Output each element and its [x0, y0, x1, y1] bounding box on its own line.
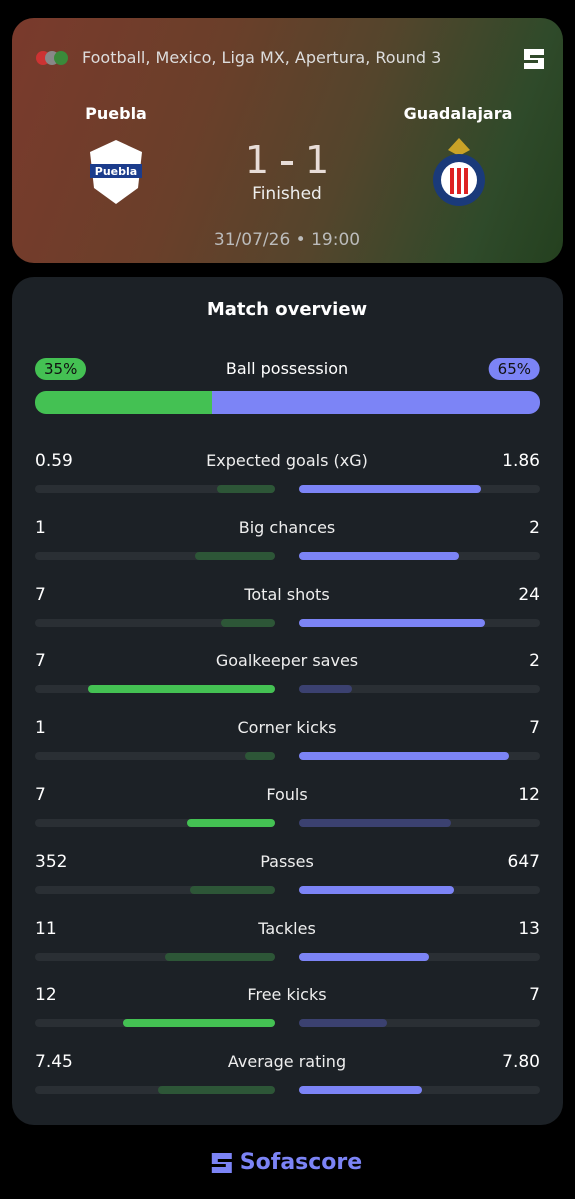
match-datetime: 31/07/26 • 19:00 [213, 230, 361, 250]
stat-label: Expected goals (xG) [206, 451, 368, 470]
match-status: Finished [252, 184, 322, 204]
home-bar [165, 952, 275, 961]
away-bar [299, 1019, 388, 1028]
away-value: 24 [518, 584, 540, 605]
away-logo [433, 138, 485, 206]
away-bar [299, 885, 455, 894]
competition: Football, Mexico, Liga MX, Apertura, Rou… [82, 48, 442, 67]
possession-label: Ball possession [225, 359, 349, 378]
stat-label: Tackles [258, 918, 316, 938]
possession-bar-away [211, 391, 540, 414]
overview-title: Match overview [206, 299, 368, 320]
away-bar-track [299, 685, 540, 694]
possession-bar-home [35, 391, 212, 414]
home-bar-track [35, 819, 275, 827]
home-value: 1 [35, 718, 46, 739]
home-bar [157, 1086, 275, 1095]
away-value: 1.86 [502, 451, 540, 471]
away-value: 2 [529, 651, 540, 672]
svg-text:Puebla: Puebla [95, 165, 137, 178]
stat-label: Fouls [266, 785, 308, 804]
home-value: 1 [35, 517, 46, 538]
brand-name: Sofascore [239, 1150, 363, 1175]
home-possession: 35% [35, 358, 87, 380]
away-value: 13 [518, 918, 540, 939]
away-bar [299, 952, 429, 961]
brand-icon [211, 1152, 232, 1173]
league-logo [36, 51, 68, 65]
footer-brand: Sofascore [210, 1150, 362, 1175]
stat-label: Passes [260, 851, 314, 871]
home-bar [220, 618, 275, 627]
stat-label: Total shots [244, 584, 330, 604]
away-bar-track [299, 1019, 540, 1028]
home-logo: Puebla [90, 140, 142, 204]
away-score: 1 [305, 138, 330, 182]
stat-label: Big chances [238, 517, 336, 537]
away-bar [299, 551, 459, 560]
home-bar-track [35, 551, 275, 560]
away-bar [299, 1086, 422, 1095]
home-value: 7 [35, 651, 46, 672]
match-header [12, 18, 563, 263]
home-bar [195, 551, 275, 560]
away-value: 7.80 [502, 1052, 540, 1073]
sofascore-icon[interactable] [522, 47, 546, 71]
home-bar-track [35, 618, 275, 627]
home-value: 12 [35, 985, 57, 1006]
away-possession: 65% [488, 358, 540, 380]
away-value: 12 [518, 785, 540, 805]
away-value: 7 [529, 718, 540, 739]
home-bar-track [35, 485, 275, 493]
away-bar [299, 618, 485, 627]
away-value: 2 [529, 517, 540, 538]
stat-label: Average rating [227, 1052, 347, 1072]
home-score: 1 [244, 138, 269, 182]
overview-card [12, 277, 563, 1125]
home-bar [88, 685, 275, 694]
home-bar-track [35, 952, 275, 961]
away-bar [299, 819, 451, 827]
home-value: 7 [35, 785, 46, 805]
home-value: 7.45 [35, 1052, 73, 1073]
home-bar-track [35, 752, 275, 761]
stat-label: Corner kicks [237, 718, 337, 738]
home-value: 7 [35, 584, 46, 605]
home-bar-track [35, 885, 275, 894]
home-value: 11 [35, 918, 57, 939]
away-team: Guadalajara [403, 104, 513, 123]
away-value: 7 [529, 985, 540, 1006]
score-separator [281, 161, 293, 165]
home-value: 352 [35, 851, 68, 872]
home-value: 0.59 [35, 451, 73, 471]
stat-label: Free kicks [247, 985, 327, 1005]
home-bar [245, 752, 275, 761]
away-value: 647 [507, 851, 540, 872]
away-bar [299, 752, 509, 761]
home-bar-track [35, 1086, 275, 1095]
home-bar [217, 485, 275, 493]
away-bar [299, 685, 353, 694]
home-bar [186, 819, 275, 827]
home-bar [123, 1019, 275, 1028]
away-bar [299, 485, 482, 493]
stat-label: Goalkeeper saves [215, 651, 359, 671]
home-team: Puebla [85, 104, 147, 123]
home-bar [190, 885, 275, 894]
